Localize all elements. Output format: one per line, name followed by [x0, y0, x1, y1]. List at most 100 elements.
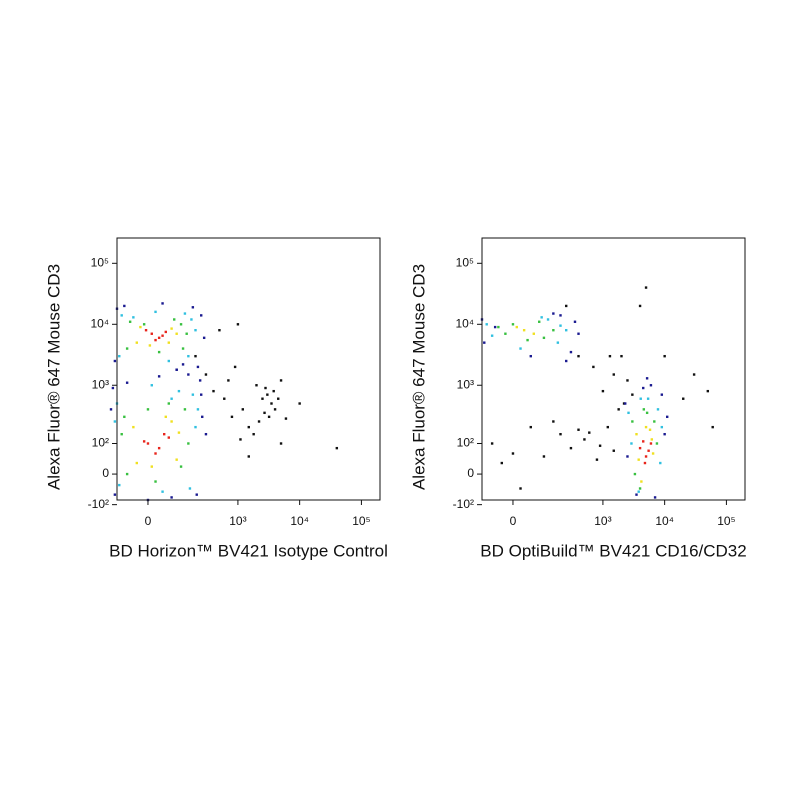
event-dot	[511, 452, 515, 455]
event-dot	[277, 397, 280, 400]
plot-frame	[116, 237, 381, 501]
event-dot	[559, 314, 562, 317]
event-dot	[125, 381, 129, 384]
event-dot	[139, 325, 142, 329]
y-tick-label: 10⁵	[456, 255, 474, 269]
event-dot	[556, 341, 560, 344]
event-dot	[247, 425, 250, 429]
event-dot	[239, 438, 242, 441]
y-tick-label: 0	[467, 466, 474, 480]
event-dot	[529, 425, 532, 429]
event-dot	[198, 379, 202, 382]
event-dot	[660, 425, 664, 429]
event-dot	[519, 487, 522, 490]
y-tick-label: 10²	[92, 436, 109, 450]
event-dot	[177, 431, 181, 434]
event-dot	[204, 373, 208, 376]
event-dot	[552, 312, 555, 315]
event-dot	[179, 323, 183, 326]
event-dot	[181, 347, 185, 350]
event-dot	[196, 408, 200, 411]
event-dot	[200, 393, 203, 396]
event-dot	[162, 432, 166, 436]
event-dot	[284, 417, 288, 420]
event-dot	[263, 411, 266, 415]
x-tick-label: 0	[510, 514, 517, 528]
event-dot	[620, 354, 623, 358]
event-dot	[522, 329, 526, 332]
event-dot	[635, 432, 638, 436]
event-dot	[559, 432, 562, 436]
event-dot	[627, 411, 630, 415]
y-tick-label: 10⁴	[90, 316, 109, 330]
event-dot	[612, 373, 615, 376]
event-dot	[223, 397, 226, 400]
event-dot	[202, 336, 206, 340]
event-dot	[177, 389, 181, 393]
event-dot	[643, 461, 647, 465]
event-dot	[633, 472, 637, 476]
event-dot	[497, 325, 500, 329]
event-dot	[187, 442, 190, 445]
event-dot	[645, 411, 649, 415]
event-dot	[659, 461, 662, 465]
event-dot	[559, 324, 562, 327]
event-dot	[660, 393, 664, 396]
event-dot	[648, 428, 652, 431]
event-dot	[612, 449, 615, 452]
event-dot	[175, 368, 178, 371]
event-dot	[630, 442, 633, 445]
event-dot	[170, 496, 173, 499]
event-dot	[191, 306, 195, 309]
event-dot	[279, 379, 283, 382]
event-dot	[247, 455, 250, 458]
event-dot	[144, 329, 148, 332]
event-dot	[157, 350, 161, 354]
event-dot	[656, 408, 660, 411]
y-axis-label: Alexa Fluor® 647 Mouse CD3	[409, 264, 428, 490]
event-dot	[565, 359, 568, 363]
event-dot	[190, 318, 193, 321]
event-dot	[113, 493, 117, 496]
event-dot	[191, 393, 195, 396]
event-dot	[161, 302, 164, 305]
event-dot	[642, 408, 646, 411]
event-dot	[644, 425, 648, 429]
event-dot	[500, 461, 503, 465]
event-dot	[552, 420, 555, 423]
event-dot	[565, 329, 568, 332]
y-tick-label: -10²	[453, 497, 474, 511]
event-dot	[255, 384, 258, 387]
event-dot	[194, 425, 197, 429]
event-dot	[150, 332, 153, 335]
event-dot	[617, 408, 620, 411]
event-dot	[170, 420, 173, 423]
event-dot	[161, 490, 164, 493]
event-dot	[626, 455, 629, 458]
event-dot	[644, 455, 648, 458]
event-dot	[635, 493, 638, 496]
event-dot	[167, 436, 170, 439]
event-dot	[157, 375, 161, 378]
event-dot	[279, 442, 283, 445]
event-dot	[204, 432, 208, 436]
event-dot	[146, 442, 150, 445]
event-dot	[653, 420, 656, 423]
event-dot	[161, 334, 164, 337]
event-dot	[257, 420, 261, 423]
event-dot	[233, 365, 237, 369]
event-dot	[626, 379, 629, 382]
event-dot	[546, 318, 550, 321]
event-dot	[241, 408, 244, 411]
event-dot	[195, 493, 198, 496]
event-dot	[651, 452, 655, 455]
event-dot	[637, 490, 640, 493]
event-dot	[113, 359, 117, 363]
event-dot	[118, 354, 121, 358]
event-dot	[711, 425, 714, 429]
event-dot	[128, 320, 132, 323]
event-dot	[493, 325, 497, 329]
x-tick-label: 0	[145, 514, 152, 528]
event-dot	[183, 408, 187, 411]
